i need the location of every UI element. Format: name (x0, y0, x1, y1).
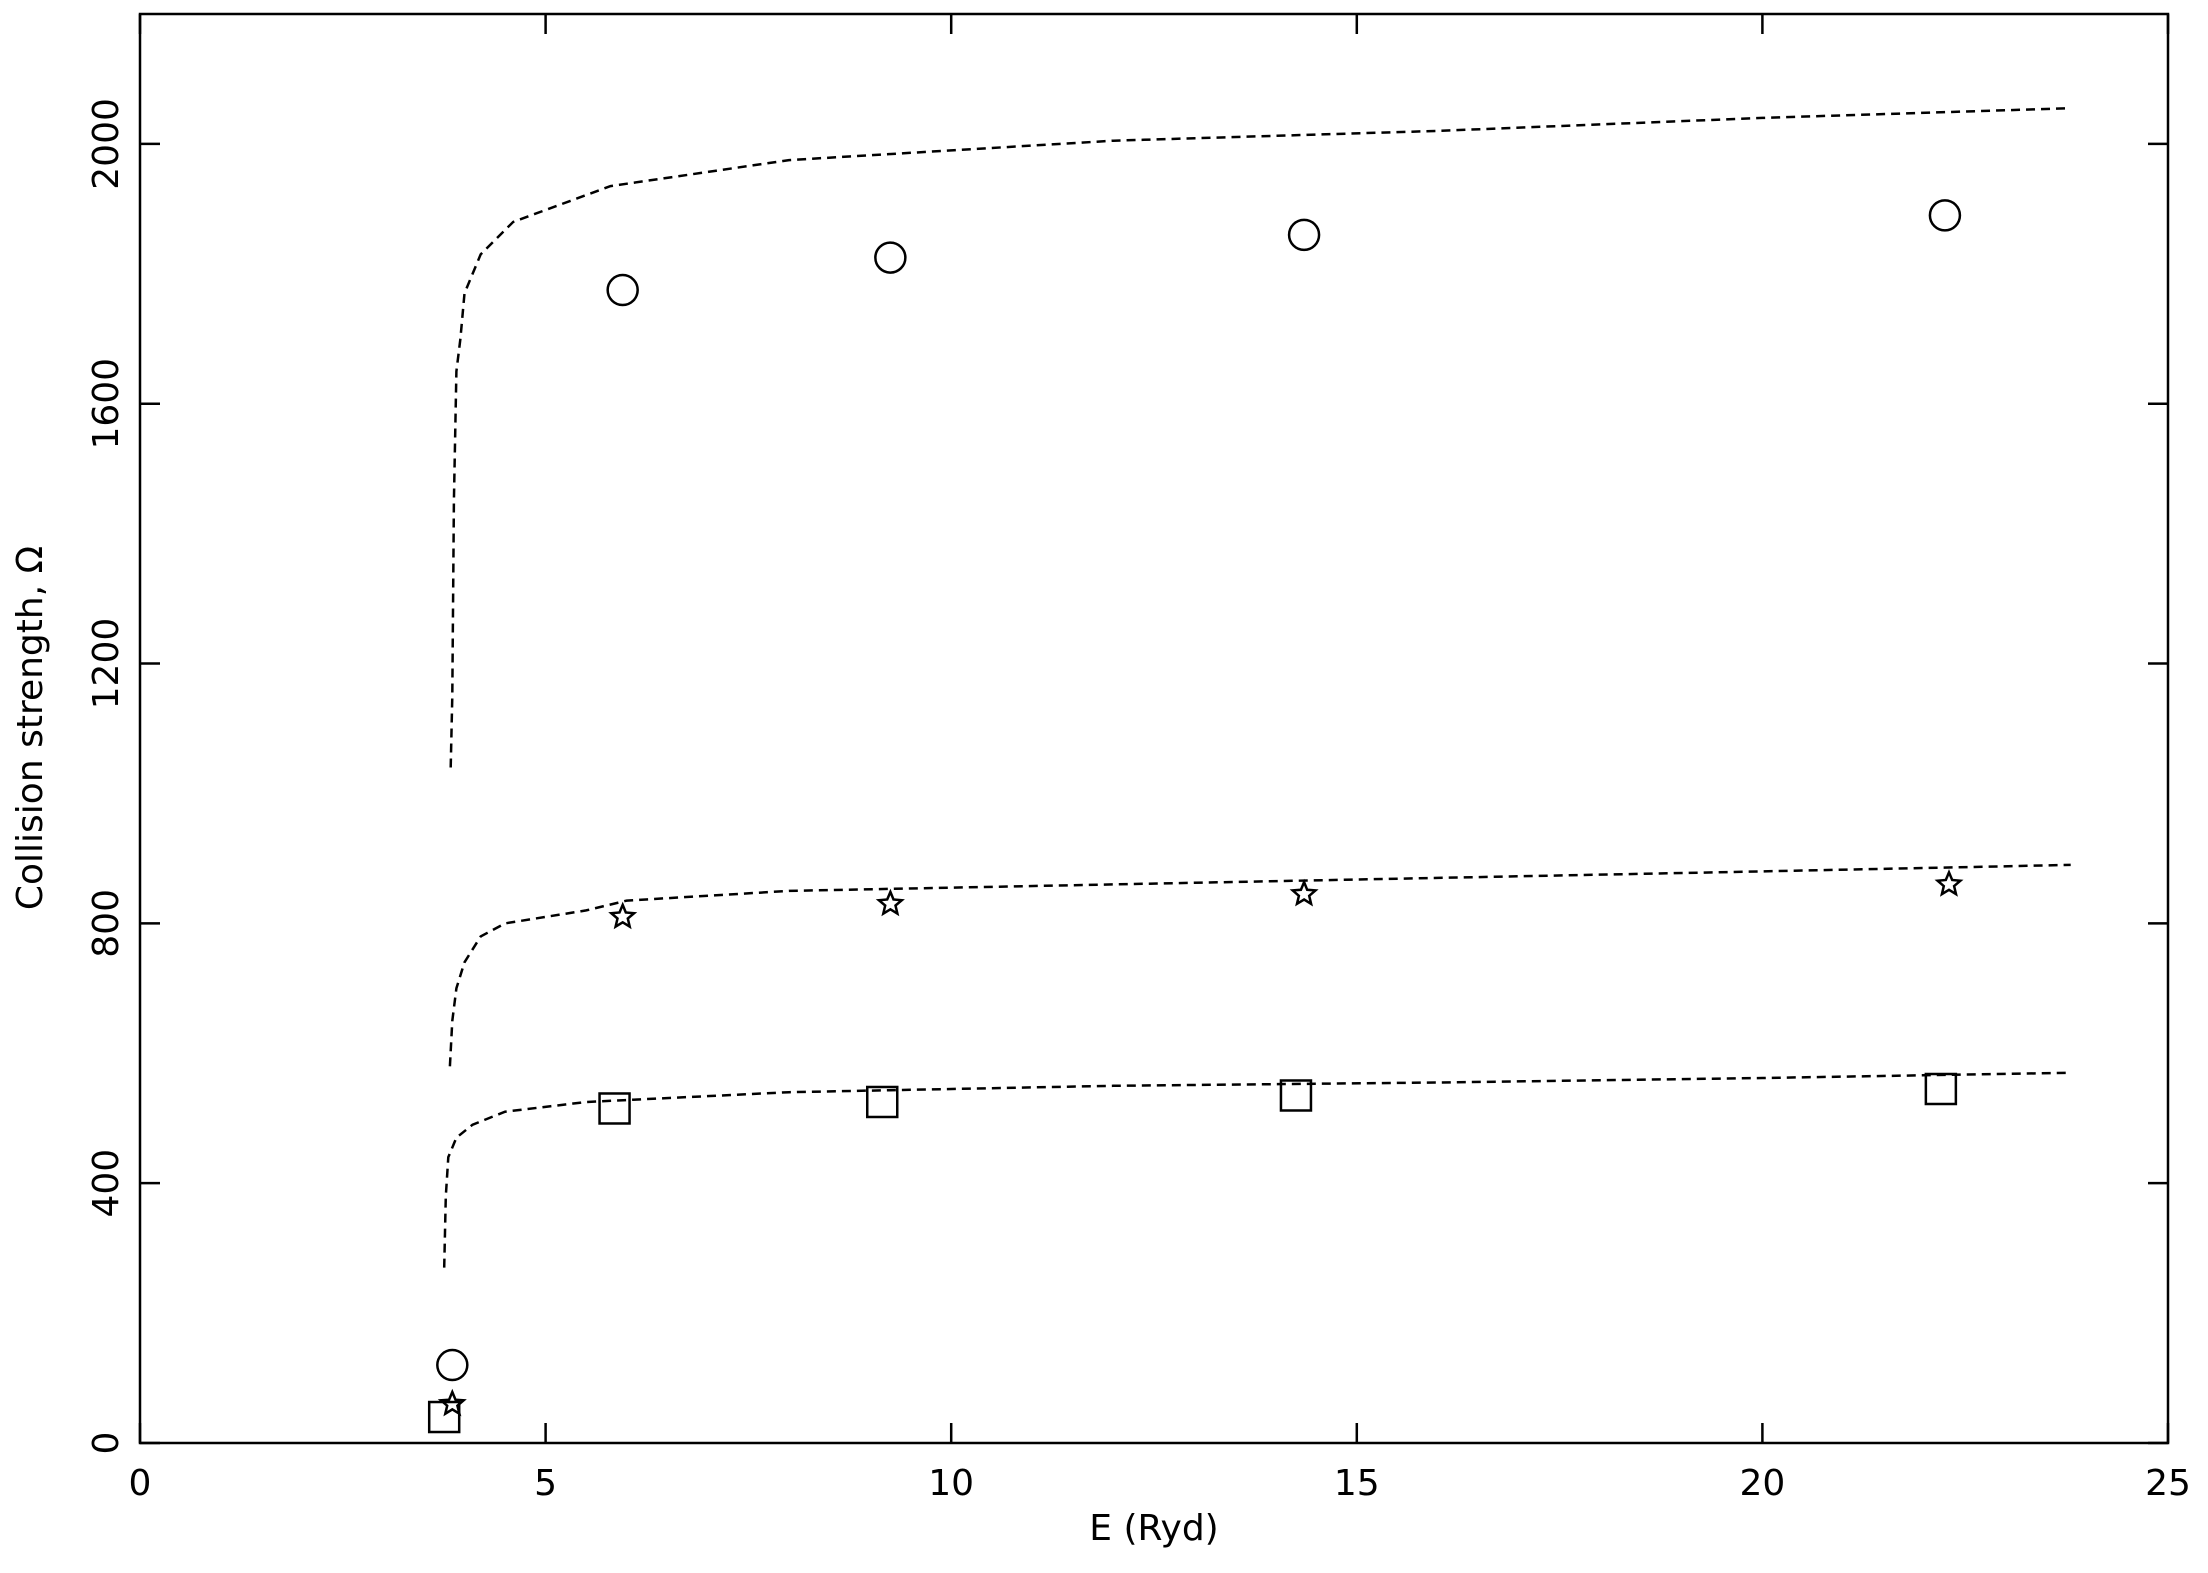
x-tick-label: 10 (928, 1463, 974, 1504)
square-marker (1924, 1072, 1958, 1106)
y-tick-label: 2000 (86, 98, 127, 190)
x-tick-label: 20 (1739, 1463, 1785, 1504)
circle-marker (436, 1348, 469, 1382)
star-marker (1934, 869, 1964, 897)
y-axis-label: Collision strength, Ω (10, 546, 51, 910)
dashed-curve (449, 106, 2071, 768)
circle-marker (874, 241, 907, 274)
star-marker (1289, 878, 1319, 907)
circle-marker (1928, 199, 1962, 232)
circle-marker (1287, 218, 1321, 252)
x-tick-label: 5 (534, 1463, 557, 1504)
square-marker (427, 1400, 461, 1434)
circle-marker (606, 273, 639, 307)
dashed-curve (448, 863, 2071, 1067)
dashed-curve (442, 1071, 2071, 1268)
square-marker (1279, 1079, 1313, 1112)
plot-frame (138, 12, 2170, 1445)
x-tick-label: 0 (129, 1463, 152, 1504)
star-marker (437, 1388, 467, 1417)
star-marker (875, 888, 905, 917)
x-tick-label: 25 (2145, 1463, 2191, 1504)
x-tick-label: 15 (1334, 1463, 1380, 1504)
y-tick-label: 1200 (86, 618, 127, 710)
y-tick-label: 1600 (86, 358, 127, 450)
y-tick-label: 0 (86, 1432, 127, 1455)
y-tick-label: 800 (86, 889, 127, 958)
star-marker (608, 901, 638, 930)
square-marker (598, 1092, 631, 1125)
y-tick-label: 400 (86, 1149, 127, 1218)
square-marker (865, 1085, 899, 1119)
x-axis-label: E (Ryd) (1089, 1508, 1218, 1549)
